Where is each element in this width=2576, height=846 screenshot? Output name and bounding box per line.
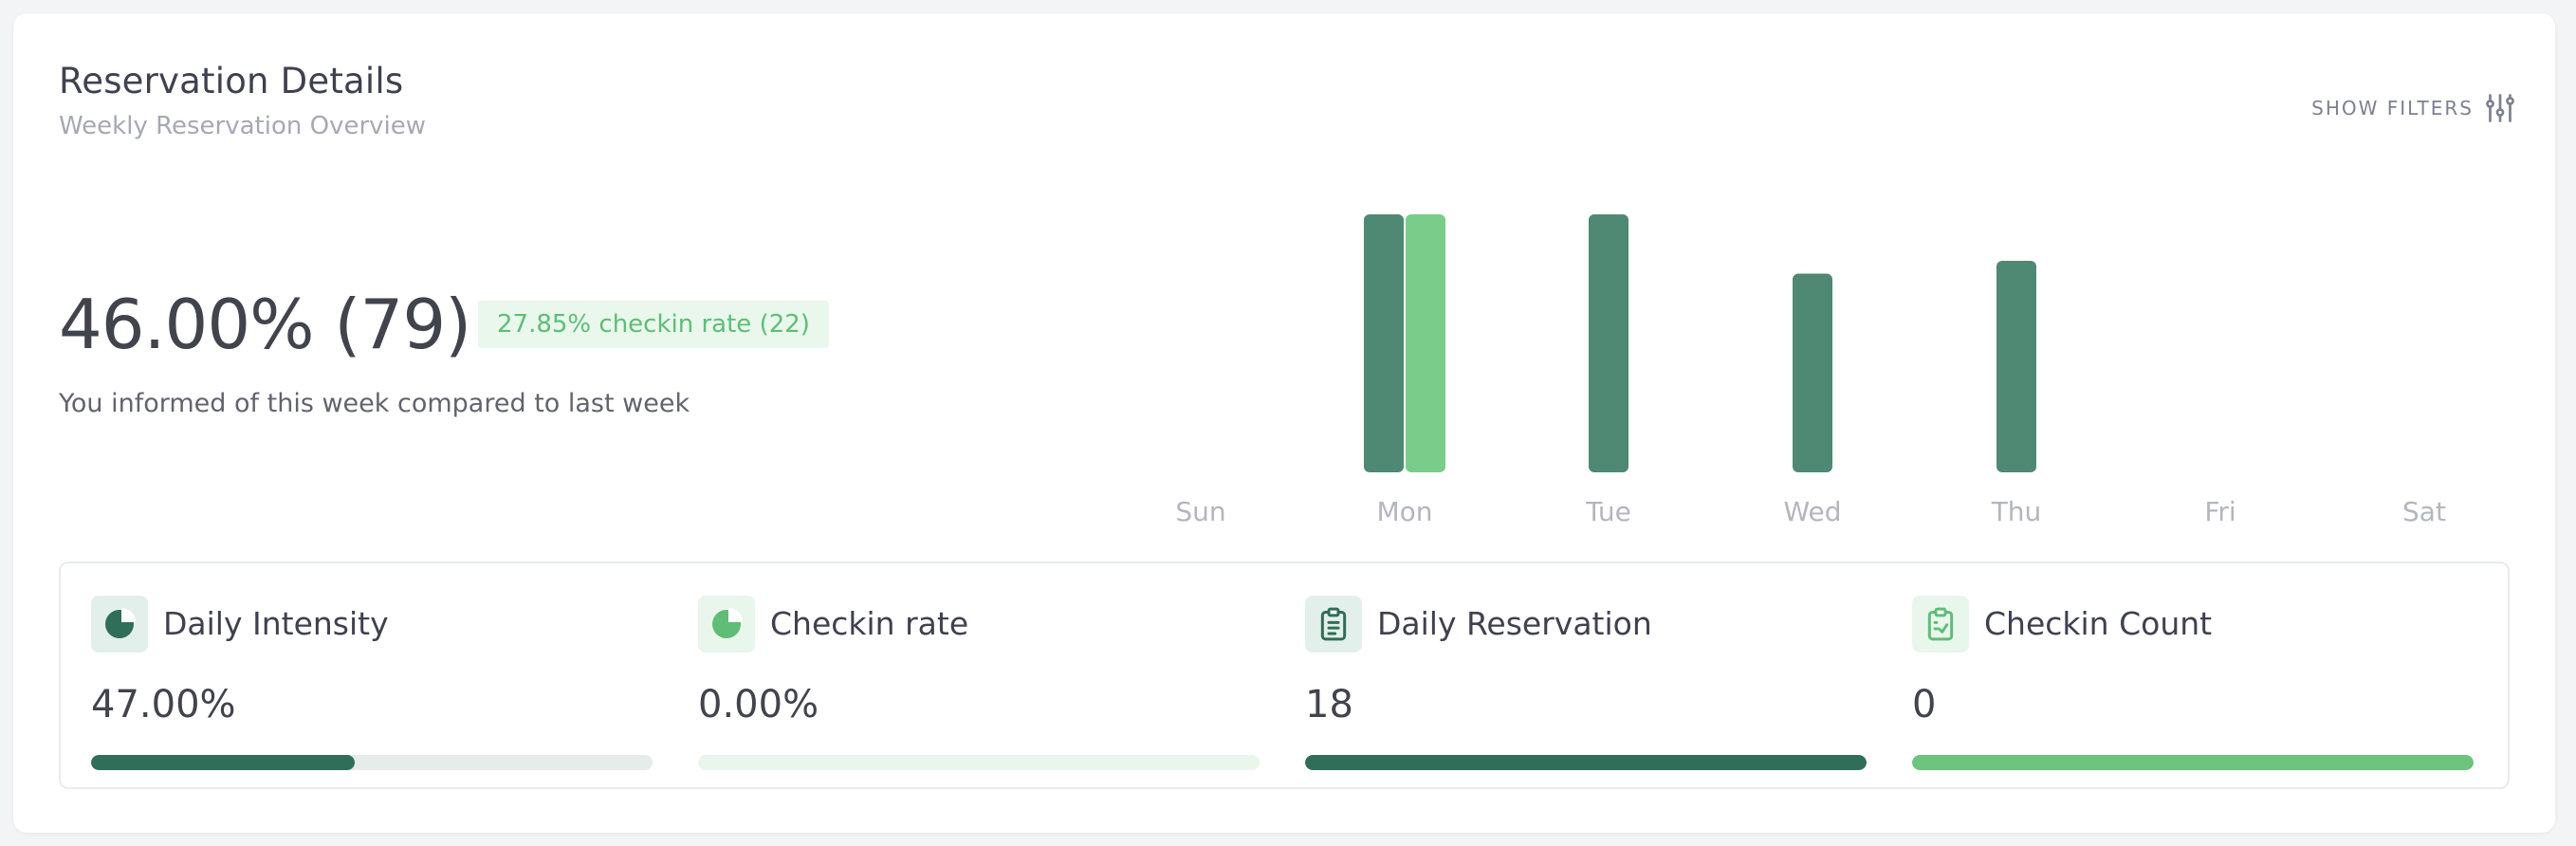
- bar-mon-series-1[interactable]: [1364, 214, 1404, 472]
- x-tick-label-mon: Mon: [1376, 496, 1432, 527]
- show-filters-label: SHOW FILTERS: [2311, 97, 2474, 120]
- progress-fill: [91, 755, 356, 770]
- x-tick-label-sat: Sat: [2402, 496, 2446, 527]
- stat-label: Daily Reservation: [1377, 605, 1652, 642]
- card-title: Reservation Details: [59, 61, 404, 101]
- bar-mon-series-2[interactable]: [1406, 214, 1445, 472]
- sliders-icon: [2486, 94, 2514, 122]
- stat-daily-reservation: Daily Reservation 18: [1305, 563, 1867, 791]
- stats-panel: Daily Intensity 47.00% Checkin rate 0.00% Da…: [59, 561, 2510, 789]
- progress-track: [1912, 755, 2474, 770]
- stat-value: 47.00%: [91, 683, 236, 726]
- weekly-total-value: 46.00% (79): [59, 285, 471, 364]
- progress-track: [91, 755, 653, 770]
- progress-track: [1305, 755, 1867, 770]
- card-subtitle: Weekly Reservation Overview: [59, 112, 427, 140]
- bar-tue-series-1[interactable]: [1589, 214, 1628, 472]
- stat-label: Checkin rate: [770, 605, 969, 642]
- pie-chart-icon: [91, 596, 148, 653]
- x-tick-label-wed: Wed: [1783, 496, 1841, 527]
- pie-chart-icon: [698, 596, 755, 653]
- progress-fill: [1305, 755, 1867, 770]
- clipboard-check-icon: [1912, 596, 1969, 653]
- progress-track: [698, 755, 1260, 770]
- stat-label: Daily Intensity: [163, 605, 389, 642]
- bar-wed-series-1[interactable]: [1793, 273, 1832, 472]
- comparison-text: You informed of this week compared to la…: [59, 389, 690, 418]
- clipboard-icon: [1305, 596, 1362, 653]
- bar-thu-series-1[interactable]: [1996, 260, 2036, 472]
- show-filters-button[interactable]: SHOW FILTERS: [2311, 91, 2517, 125]
- reservation-details-card: Reservation Details Weekly Reservation O…: [13, 13, 2555, 833]
- stat-label: Checkin Count: [1984, 605, 2213, 642]
- x-tick-label-fri: Fri: [2204, 496, 2236, 527]
- progress-fill: [1912, 755, 2474, 770]
- x-tick-label-tue: Tue: [1585, 496, 1631, 527]
- stat-value: 18: [1305, 683, 1353, 726]
- stat-checkin-rate: Checkin rate 0.00%: [698, 563, 1260, 791]
- stat-value: 0.00%: [698, 683, 819, 726]
- stat-daily-intensity: Daily Intensity 47.00%: [91, 563, 653, 791]
- stat-checkin-count: Checkin Count 0: [1912, 563, 2474, 791]
- checkin-rate-badge: 27.85% checkin rate (22): [478, 301, 829, 348]
- x-tick-label-sun: Sun: [1175, 496, 1225, 527]
- stat-value: 0: [1912, 683, 1937, 726]
- x-tick-label-thu: Thu: [1991, 496, 2042, 527]
- weekly-bar-chart: Sun Mon Tue Wed Thu Fri Sat: [1175, 214, 2446, 527]
